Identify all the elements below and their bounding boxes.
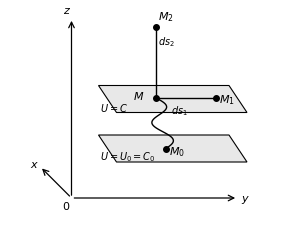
Polygon shape <box>98 86 247 112</box>
Text: 0: 0 <box>62 202 69 212</box>
Text: z: z <box>63 6 69 16</box>
Text: $M$: $M$ <box>133 90 145 102</box>
Text: $U = C$: $U = C$ <box>100 102 127 114</box>
Text: $ds_2$: $ds_2$ <box>158 35 175 49</box>
Text: x: x <box>30 160 37 170</box>
Text: y: y <box>241 194 248 204</box>
Text: $M_0$: $M_0$ <box>169 145 185 159</box>
Text: $M_2$: $M_2$ <box>158 10 174 24</box>
Polygon shape <box>98 135 247 162</box>
Text: $U = U_0 = C_0$: $U = U_0 = C_0$ <box>100 151 155 164</box>
Text: $ds_1$: $ds_1$ <box>171 105 188 118</box>
Text: $M_1$: $M_1$ <box>219 93 235 107</box>
